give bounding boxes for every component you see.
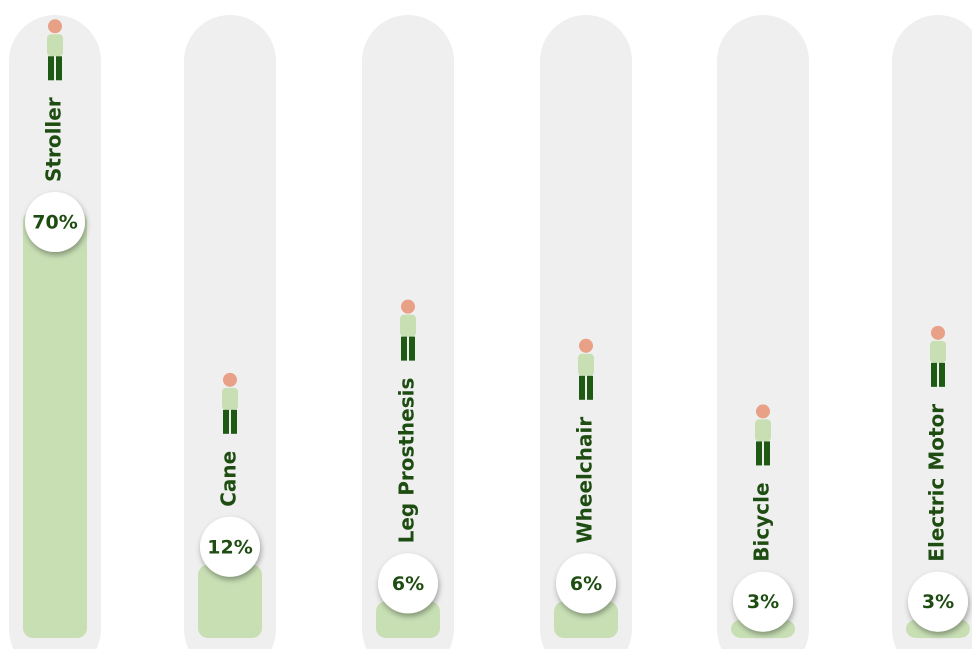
icon — [222, 372, 238, 434]
value-badge — [200, 516, 260, 577]
icon — [578, 338, 594, 400]
icon — [930, 325, 946, 387]
bar-track — [540, 15, 632, 649]
bar — [23, 211, 87, 638]
category-label: Stroller — [42, 97, 66, 182]
value-label: 3% — [747, 591, 779, 613]
value-label: 6% — [570, 573, 602, 595]
value-label: 6% — [392, 573, 424, 595]
icon — [400, 299, 416, 361]
category-label: Wheelchair — [573, 417, 597, 544]
value-badge — [908, 571, 968, 632]
bar-track — [717, 15, 809, 649]
value-label: 3% — [922, 591, 954, 613]
value-label: 12% — [207, 536, 252, 558]
icon — [47, 19, 63, 81]
value-label: 70% — [32, 212, 77, 234]
value-badge — [25, 192, 85, 252]
category-label: Cane — [217, 451, 241, 507]
icon — [755, 404, 771, 466]
value-badge — [556, 553, 616, 614]
value-badge — [378, 553, 438, 614]
category-label: Electric Motor — [925, 404, 949, 562]
bar — [554, 601, 618, 638]
bar — [198, 564, 262, 638]
bar-track — [184, 15, 276, 649]
bar — [376, 601, 440, 638]
category-label: Bicycle — [750, 482, 774, 561]
category-label: Leg Prosthesis — [395, 378, 419, 544]
value-badge — [733, 571, 793, 632]
